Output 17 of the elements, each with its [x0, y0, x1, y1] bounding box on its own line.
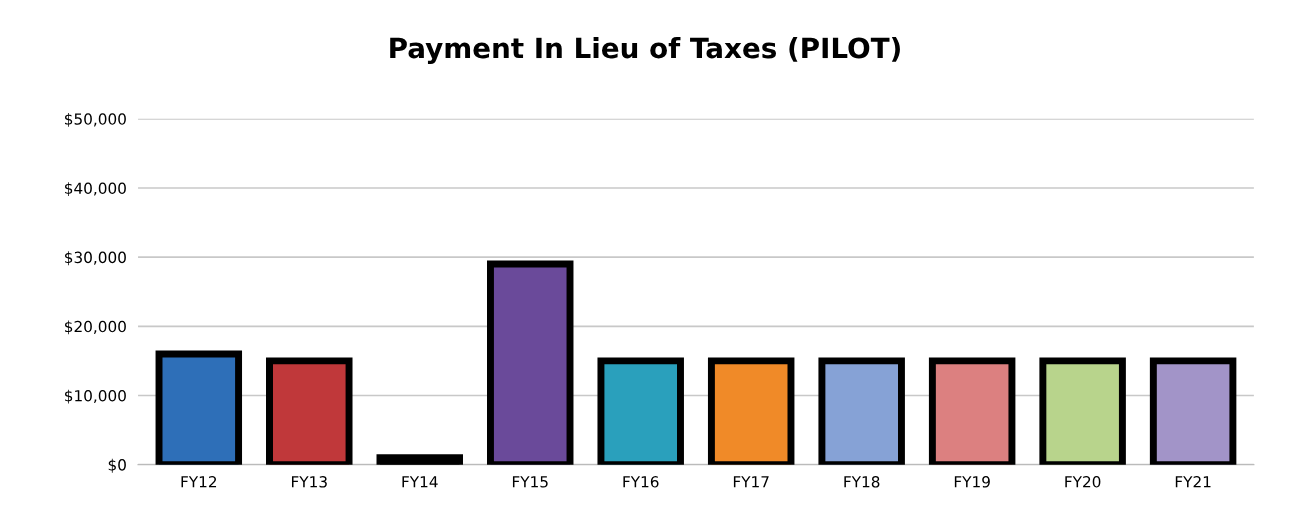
- x-tick-label: FY21: [1175, 476, 1211, 488]
- y-tick-label: $50,000: [65, 113, 126, 127]
- y-tick-label: $0: [108, 458, 126, 473]
- y-tick-label: $20,000: [65, 320, 126, 335]
- y-tick-label: $30,000: [65, 251, 126, 266]
- x-tick-label: FY13: [291, 476, 327, 488]
- x-tick-label: FY19: [954, 476, 990, 488]
- x-tick-label: FY18: [844, 476, 880, 488]
- chart-title: Payment In Lieu of Taxes (PILOT): [390, 36, 900, 65]
- x-tick-label: FY12: [181, 476, 217, 488]
- x-tick-label: FY14: [402, 476, 438, 488]
- x-tick-label: FY16: [623, 476, 659, 488]
- x-tick-label: FY17: [733, 476, 769, 488]
- y-tick-label: $10,000: [65, 389, 126, 404]
- x-tick-label: FY20: [1065, 476, 1101, 488]
- x-tick-label: FY15: [512, 476, 548, 488]
- y-tick-label: $40,000: [65, 182, 126, 197]
